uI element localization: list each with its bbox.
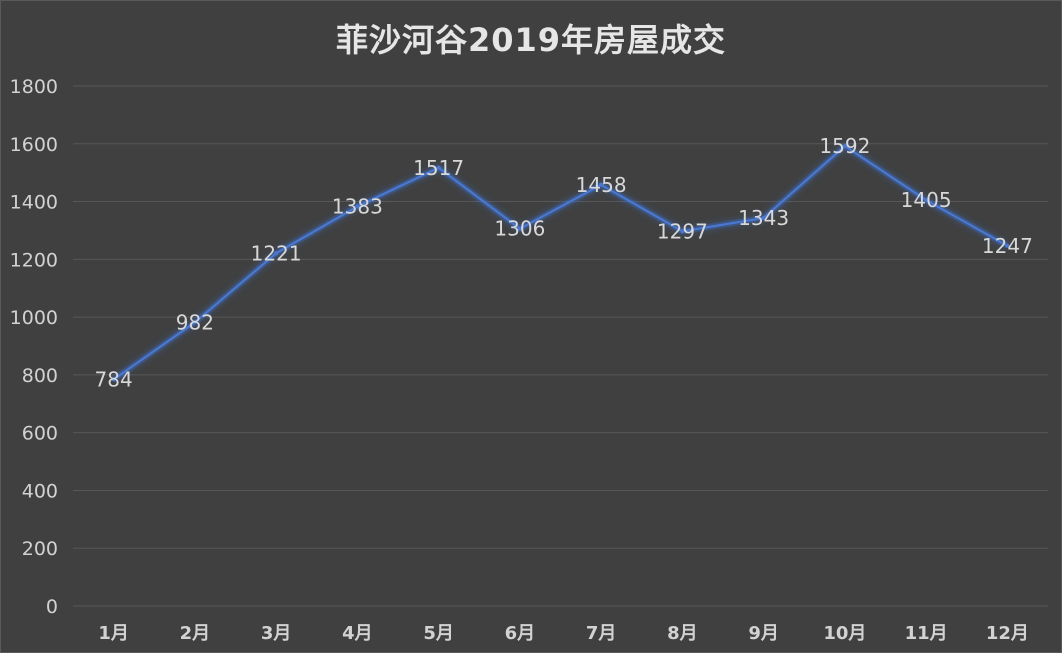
y-tick-label: 600 (22, 423, 58, 445)
series-line (112, 145, 1008, 381)
data-label: 784 (95, 368, 133, 392)
data-point (761, 216, 766, 221)
data-label: 1221 (251, 241, 302, 265)
x-tick-label: 7月 (586, 623, 617, 644)
data-point (192, 320, 197, 325)
data-point (436, 165, 441, 170)
y-tick-label: 400 (22, 480, 58, 502)
data-label: 1405 (901, 188, 952, 212)
y-tick-label: 1000 (10, 307, 58, 329)
x-tick-label: 3月 (261, 623, 292, 644)
x-tick-label: 12月 (986, 623, 1029, 644)
data-point (924, 198, 929, 203)
data-label: 982 (176, 310, 214, 334)
y-tick-label: 800 (22, 365, 58, 387)
chart-title: 菲沙河谷2019年房屋成交 (335, 21, 727, 59)
data-point (274, 251, 279, 256)
data-label: 1592 (819, 134, 870, 158)
y-tick-label: 1600 (10, 134, 58, 156)
data-label: 1297 (657, 219, 708, 243)
data-point (680, 229, 685, 234)
data-point (517, 226, 522, 231)
data-point (111, 377, 116, 382)
x-tick-label: 2月 (180, 623, 211, 644)
data-point (355, 204, 360, 209)
y-tick-label: 1200 (10, 249, 58, 271)
y-tick-label: 200 (22, 538, 58, 560)
data-label: 1517 (413, 156, 464, 180)
x-tick-label: 10月 (823, 623, 866, 644)
data-label: 1247 (982, 234, 1033, 258)
data-label: 1306 (494, 217, 545, 241)
x-tick-label: 11月 (905, 623, 948, 644)
y-tick-label: 0 (46, 596, 58, 618)
x-tick-label: 5月 (423, 623, 454, 644)
data-point (599, 182, 604, 187)
x-tick-label: 4月 (342, 623, 373, 644)
data-label: 1343 (738, 206, 789, 230)
data-label: 1383 (332, 194, 383, 218)
x-tick-label: 1月 (98, 623, 129, 644)
y-tick-label: 1400 (10, 192, 58, 214)
data-point (1005, 243, 1010, 248)
x-tick-label: 9月 (748, 623, 779, 644)
x-tick-label: 8月 (667, 623, 698, 644)
y-tick-label: 1800 (10, 76, 58, 98)
data-point (842, 144, 847, 149)
x-tick-label: 6月 (505, 623, 536, 644)
data-label: 1458 (576, 173, 627, 197)
